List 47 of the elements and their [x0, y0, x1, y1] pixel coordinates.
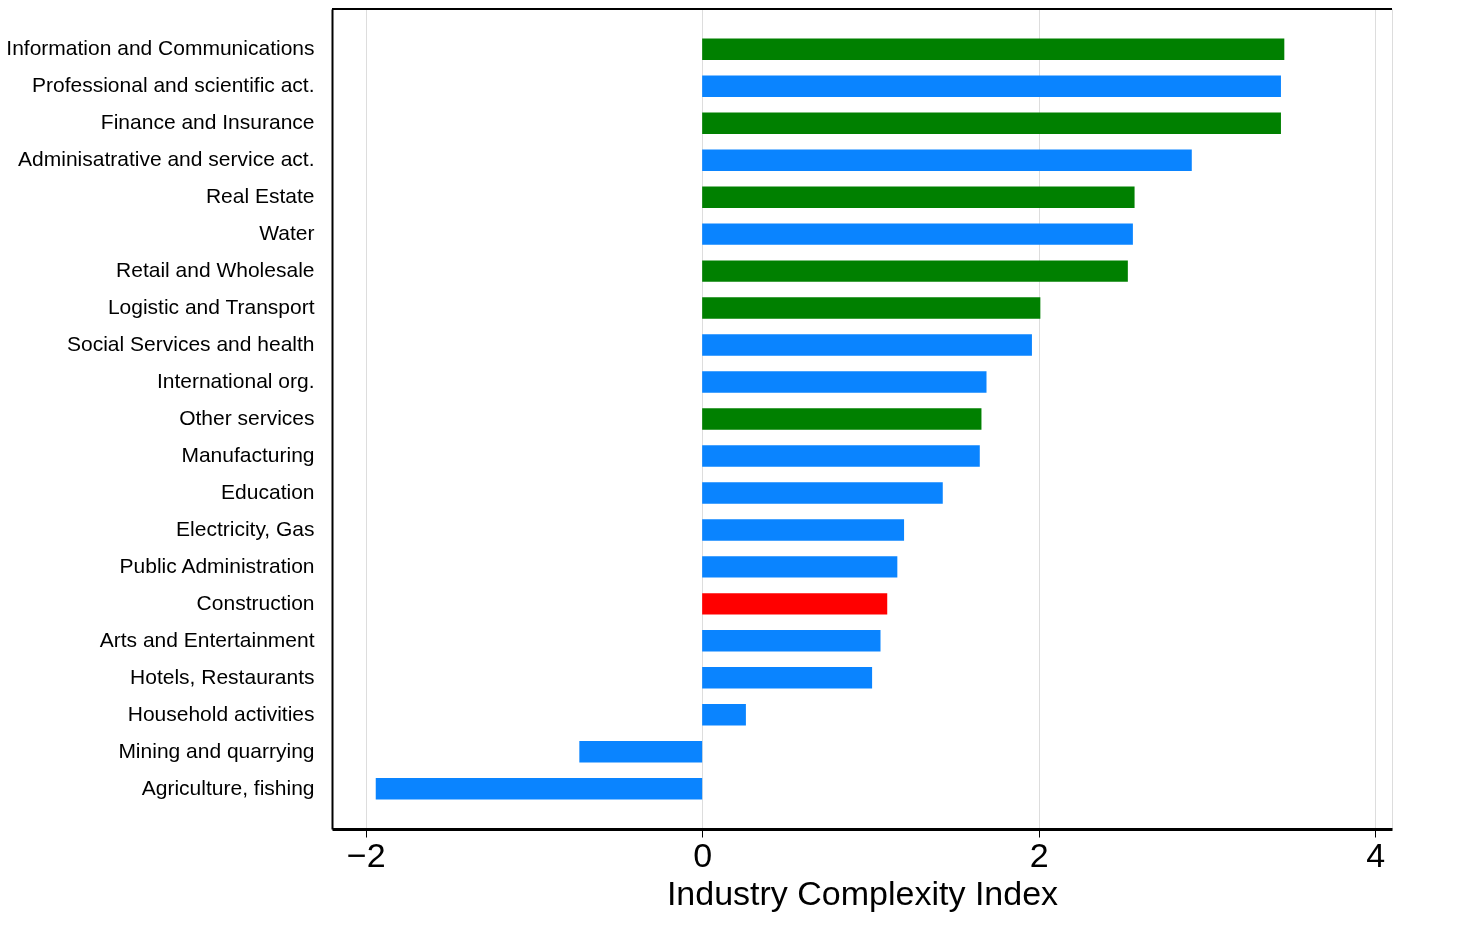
y-tick-label: Agriculture, fishing: [141, 775, 315, 799]
y-tick-label: Household activities: [127, 701, 315, 725]
bar: [702, 149, 1192, 171]
x-tick-label: 0: [693, 835, 713, 874]
y-tick-label: Other services: [179, 406, 315, 429]
bar: [702, 112, 1281, 134]
bar: [702, 260, 1128, 282]
y-tick-label: Manufacturing: [181, 442, 315, 466]
y-tick-label: International org.: [156, 369, 315, 393]
y-tick-label: Information and Communications: [6, 36, 315, 60]
bar: [702, 186, 1135, 208]
bar: [702, 482, 943, 504]
bar: [375, 777, 703, 800]
y-tick-label: Finance and Insurance: [100, 110, 315, 134]
bar: [579, 741, 703, 763]
bar: [702, 75, 1281, 97]
y-tick-label: Water: [259, 221, 315, 245]
bar: [702, 519, 905, 541]
y-tick-label: Real Estate: [205, 184, 315, 208]
bar: [702, 630, 881, 652]
y-tick-label: Electricity, Gas: [176, 516, 315, 540]
bar: [702, 371, 987, 393]
y-tick-label: Mining and quarrying: [118, 738, 315, 762]
y-tick-label: Construction: [196, 590, 315, 614]
y-tick-label: Professional and scientific act.: [32, 73, 315, 97]
y-tick-label: Arts and Entertainment: [99, 627, 315, 651]
bar: [702, 38, 1285, 61]
y-tick-label: Logistic and Transport: [107, 295, 315, 319]
bar: [702, 593, 888, 615]
y-tick-label: Education: [221, 479, 315, 503]
y-tick-label: Adminisatrative and service act.: [18, 147, 315, 171]
bar: [702, 445, 980, 467]
bar: [702, 556, 898, 578]
y-tick-label: Public Administration: [119, 553, 315, 577]
x-tick-label: 4: [1366, 835, 1386, 874]
bar: [702, 704, 746, 726]
bar: [702, 223, 1133, 245]
y-tick-label: Retail and Wholesale: [116, 258, 315, 282]
bar: [702, 408, 982, 430]
bar: [702, 297, 1041, 319]
bar: [702, 334, 1032, 356]
y-tick-label: Social Services and health: [67, 332, 315, 356]
x-tick-label: −2: [346, 835, 386, 874]
y-tick-label: Hotels, Restaurants: [130, 664, 315, 688]
bar: [702, 667, 873, 689]
x-axis-title: Industry Complexity Index: [666, 873, 1059, 912]
x-tick-label: 2: [1029, 835, 1049, 874]
